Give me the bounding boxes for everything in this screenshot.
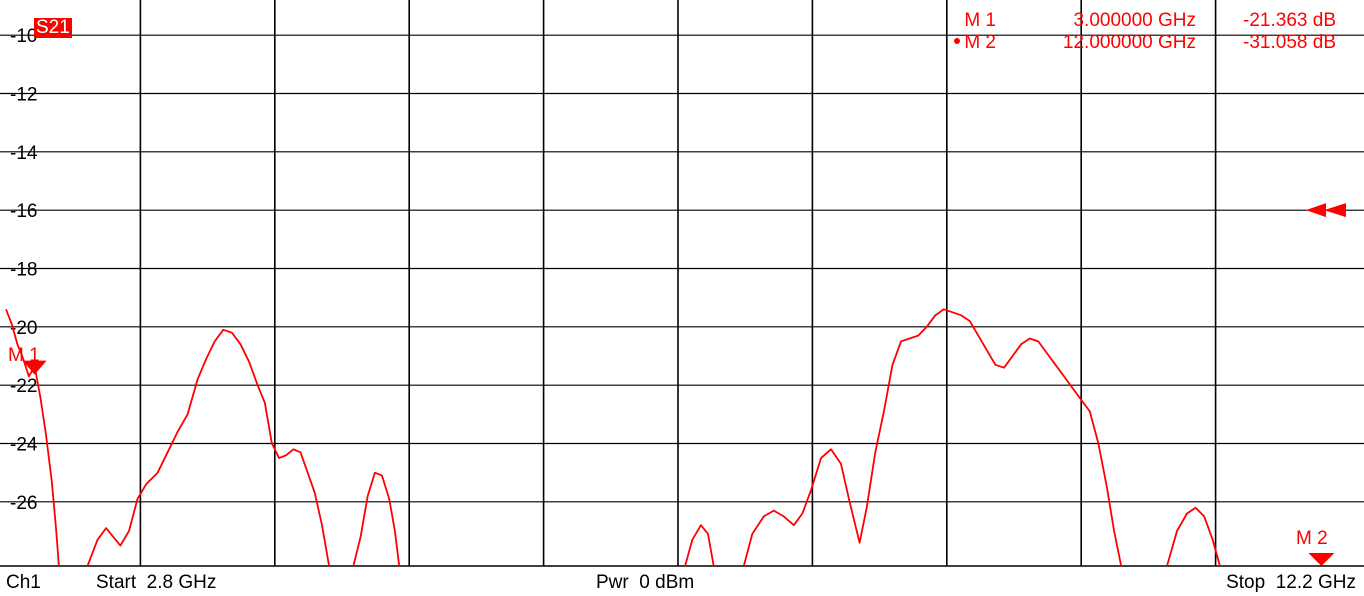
y-tick-labels: -10 -12 -14 -16 -18 -20 -22 -24 -26 — [10, 26, 38, 514]
y-tick-label: -18 — [10, 260, 37, 281]
marker-frequency: 12.000000 GHz — [1062, 32, 1196, 53]
stop-frequency[interactable]: Stop 12.2 GHz — [1226, 572, 1356, 593]
marker-symbols — [22, 203, 1346, 566]
marker-value: -21.363 dB — [1243, 10, 1336, 31]
channel-label[interactable]: Ch1 — [6, 572, 41, 593]
y-tick-label: -12 — [10, 85, 37, 106]
marker-name-text: M 2 — [964, 32, 996, 53]
trace-label-s21[interactable]: S21 — [34, 17, 72, 38]
y-tick-label: -20 — [10, 318, 37, 339]
marker-1-triangle-icon — [22, 360, 47, 375]
marker-readout-row[interactable]: M 2 12.000000 GHz -31.058 dB — [926, 32, 1336, 54]
marker-readout-table: M 1 3.000000 GHz -21.363 dB M 2 12.00000… — [926, 10, 1336, 54]
trace-segment — [86, 328, 330, 567]
y-tick-label: -16 — [10, 201, 37, 222]
trace-segment — [352, 471, 401, 567]
y-tick-label: -24 — [10, 435, 38, 456]
marker-readout-row[interactable]: M 1 3.000000 GHz -21.363 dB — [926, 10, 1336, 32]
marker-2-tag[interactable]: M 2 — [1296, 528, 1328, 549]
power-level[interactable]: Pwr 0 dBm — [596, 572, 695, 593]
marker-value: -31.058 dB — [1243, 32, 1336, 53]
trace-segment — [1166, 506, 1221, 567]
trace-segment — [684, 524, 715, 567]
marker-name-active: M 2 — [926, 32, 996, 54]
horizontal-gridlines — [0, 34, 1364, 503]
y-tick-label: -10 — [10, 26, 37, 47]
marker-1-tag[interactable]: M 1 — [8, 345, 40, 366]
vertical-gridlines — [0, 0, 1364, 567]
s21-trace — [5, 308, 1221, 567]
y-tick-label: -14 — [10, 143, 38, 164]
active-marker-dot-icon — [954, 38, 961, 44]
reference-level-arrow-icon — [1306, 203, 1346, 218]
marker-frequency: 3.000000 GHz — [1073, 10, 1196, 31]
start-frequency[interactable]: Start 2.8 GHz — [96, 572, 217, 593]
y-tick-label: -26 — [10, 493, 37, 514]
marker-name: M 1 — [964, 10, 996, 31]
y-tick-label: -22 — [10, 376, 37, 397]
marker-2-triangle-icon — [1308, 553, 1335, 566]
trace-segment — [742, 308, 1123, 567]
